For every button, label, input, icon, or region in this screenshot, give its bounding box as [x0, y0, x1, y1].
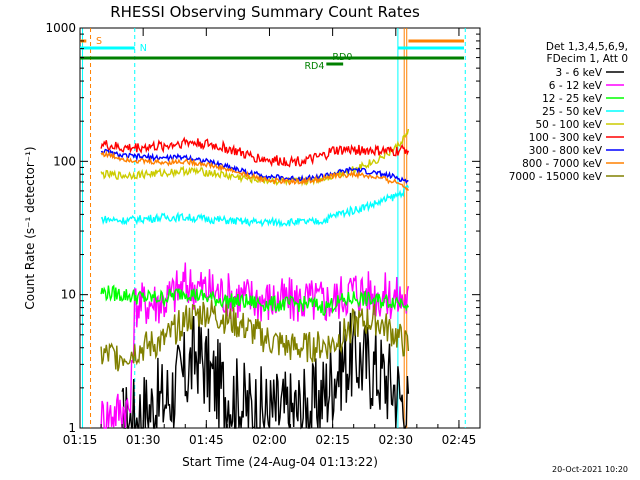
annotation-label-n: N [140, 43, 147, 54]
legend-header-line: Det 1,3,4,5,6,9, [546, 41, 628, 53]
legend-entry-label: 6 - 12 keV [549, 80, 603, 92]
legend-header-line: FDecim 1, Att 0 [547, 53, 628, 65]
x-tick-label: 02:15 [315, 433, 350, 447]
x-tick-label: 02:45 [442, 433, 477, 447]
series-line-3 [100, 184, 410, 229]
legend-entry-label: 7000 - 15000 keV [509, 171, 603, 183]
legend-entry-label: 3 - 6 keV [555, 67, 602, 79]
y-tick-label: 10 [61, 288, 76, 302]
legend-entry-label: 50 - 100 keV [535, 119, 602, 131]
footer-date: 20-Oct-2021 10:20 [552, 465, 628, 474]
legend-entry-label: 12 - 25 keV [542, 93, 603, 105]
legend-entry-label: 100 - 300 keV [529, 132, 603, 144]
legend-entry-label: 300 - 800 keV [529, 145, 603, 157]
plot-frame [79, 27, 481, 429]
series-line-8 [100, 299, 410, 372]
plot-area [79, 27, 481, 429]
x-axis-label: Start Time (24-Aug-04 01:13:22) [182, 455, 378, 469]
series-line-2 [100, 284, 410, 317]
legend-entry-label: 25 - 50 keV [542, 106, 603, 118]
chart-title: RHESSI Observing Summary Count Rates [110, 3, 420, 21]
series-line-5 [100, 136, 410, 168]
instrument-state-annotations: S N RD0 RD4 [80, 28, 466, 428]
legend: Det 1,3,4,5,6,9,FDecim 1, Att 0 3 - 6 keV… [509, 41, 628, 183]
legend-entry-label: 800 - 7000 keV [522, 158, 603, 170]
y-tick-label: 1000 [45, 21, 76, 35]
series-line-4 [100, 128, 410, 187]
annotation-label-rd0: RD0 [332, 52, 352, 63]
x-tick-label: 01:30 [126, 433, 161, 447]
series-line-6 [100, 148, 409, 184]
y-axis: 1 10 100 1000 [45, 21, 480, 435]
y-tick-label: 1 [68, 421, 76, 435]
series-line-7 [100, 150, 410, 191]
series-layer [100, 128, 410, 430]
x-axis: 01:15 01:30 01:45 02:00 02:15 02:30 02:45 [63, 28, 481, 447]
x-tick-label: 01:15 [63, 433, 98, 447]
x-tick-label: 02:00 [252, 433, 287, 447]
x-tick-label: 02:30 [378, 433, 413, 447]
annotation-label-rd4: RD4 [304, 61, 324, 72]
annotation-label-s: S [96, 36, 102, 47]
y-axis-label: Count Rate (s⁻¹ detector⁻¹) [23, 146, 37, 309]
x-tick-label: 01:45 [189, 433, 224, 447]
series-line-0 [121, 311, 410, 430]
y-tick-label: 100 [53, 154, 76, 168]
